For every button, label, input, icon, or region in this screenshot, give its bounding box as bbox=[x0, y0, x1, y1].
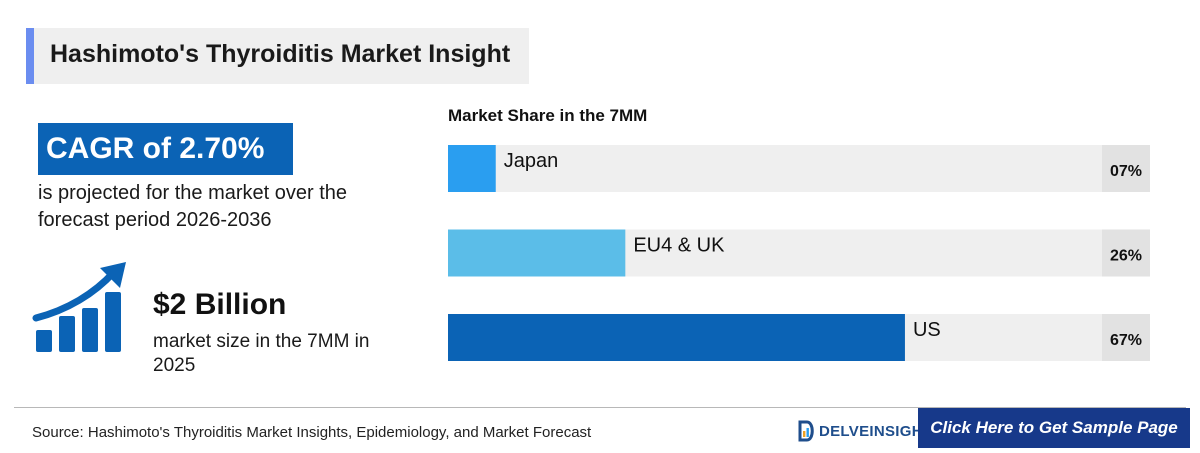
market-share-bars: Japan 07% EU4 & UK 26% US 67% bbox=[448, 145, 1150, 361]
value-box-japan bbox=[1102, 145, 1150, 192]
growth-chart-icon bbox=[32, 262, 126, 352]
bar-eu4-uk bbox=[448, 229, 626, 277]
cagr-headline: CAGR of 2.70% bbox=[46, 132, 265, 165]
delveinsight-logo-icon bbox=[798, 420, 814, 442]
get-sample-page-button[interactable]: Click Here to Get Sample Page bbox=[918, 408, 1190, 448]
value-box-eu4-uk bbox=[1102, 229, 1150, 277]
value-label-us: 67% bbox=[1110, 332, 1142, 349]
cta-label: Click Here to Get Sample Page bbox=[930, 418, 1178, 437]
market-size-value: $2 Billion bbox=[153, 288, 287, 321]
cagr-description: is projected for the market over the for… bbox=[38, 182, 348, 231]
delveinsight-logo[interactable]: DELVEINSIGHT bbox=[798, 418, 932, 444]
source-text: Source: Hashimoto's Thyroiditis Market I… bbox=[32, 424, 592, 441]
logo-text: DELVEINSIGHT bbox=[819, 422, 933, 440]
market-size-description: market size in the 7MM in 2025 bbox=[153, 331, 370, 376]
category-label-us: US bbox=[913, 319, 941, 341]
category-label-eu4-uk: EU4 & UK bbox=[633, 235, 725, 257]
category-label-japan: Japan bbox=[504, 150, 559, 172]
value-label-eu4-uk: 26% bbox=[1110, 248, 1142, 265]
bar-japan bbox=[448, 145, 496, 192]
value-label-japan: 07% bbox=[1110, 163, 1142, 180]
page-title: Hashimoto's Thyroiditis Market Insight bbox=[50, 40, 511, 68]
bar-track-japan bbox=[448, 145, 1102, 192]
bar-us bbox=[448, 314, 905, 361]
cagr-badge: CAGR of 2.70% bbox=[38, 123, 293, 175]
title-box: Hashimoto's Thyroiditis Market Insight bbox=[26, 28, 529, 84]
chart-title: Market Share in the 7MM bbox=[448, 106, 648, 125]
value-box-us bbox=[1102, 314, 1150, 361]
footer-divider bbox=[14, 407, 1186, 408]
title-accent-bar bbox=[26, 28, 34, 84]
market-share-chart: Japan 07% EU4 & UK 26% US 67% bbox=[448, 140, 1150, 365]
